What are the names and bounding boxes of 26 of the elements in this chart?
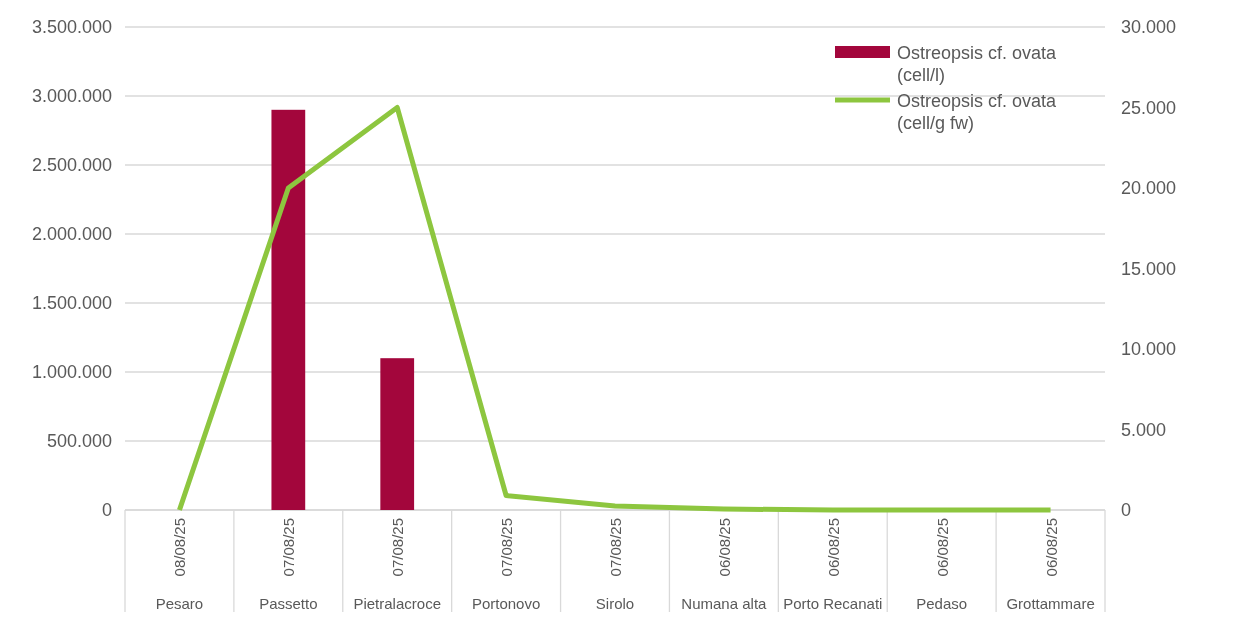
- y2-tick-label: 15.000: [1121, 258, 1177, 279]
- category-label: 07/08/25 Portonovo: [471, 518, 541, 612]
- y-tick-label: 0: [101, 500, 112, 521]
- y-tick-label: 500.000: [46, 431, 112, 452]
- legend-label: Ostreopsis cf. ovata (cell/l): [897, 43, 1058, 85]
- y2-tick-label: 0: [1121, 500, 1132, 521]
- y-tick-label: 1.500.000: [31, 293, 112, 314]
- category-label: 07/08/25 Passetto: [259, 518, 318, 612]
- category-label: 06/08/25 Pedaso: [916, 518, 968, 612]
- category-label: 07/08/25 Sirolo: [595, 518, 635, 612]
- y2-tick-label: 30.000: [1121, 17, 1177, 38]
- y2-tick-label: 25.000: [1121, 97, 1177, 118]
- y-tick-label: 2.500.000: [31, 155, 112, 176]
- category-label: 07/08/25 Pietralacroce: [353, 518, 441, 612]
- y-tick-label: 2.000.000: [31, 224, 112, 245]
- y2-tick-label: 10.000: [1121, 339, 1177, 360]
- category-label: 08/08/25 Pesaro: [155, 518, 204, 612]
- y-tick-label: 3.000.000: [31, 86, 112, 107]
- y2-tick-label: 20.000: [1121, 178, 1177, 199]
- y2-tick-label: 5.000: [1121, 419, 1167, 440]
- category-label: 06/08/25 Porto Recanati: [783, 518, 883, 612]
- y-tick-label: 1.000.000: [31, 362, 112, 383]
- legend-label: Ostreopsis cf. ovata (cell/g fw): [897, 91, 1058, 133]
- y-tick-label: 3.500.000: [31, 17, 112, 38]
- category-label: 06/08/25 Grottammare: [1006, 518, 1095, 612]
- category-label: 06/08/25 Numana alta: [681, 518, 767, 612]
